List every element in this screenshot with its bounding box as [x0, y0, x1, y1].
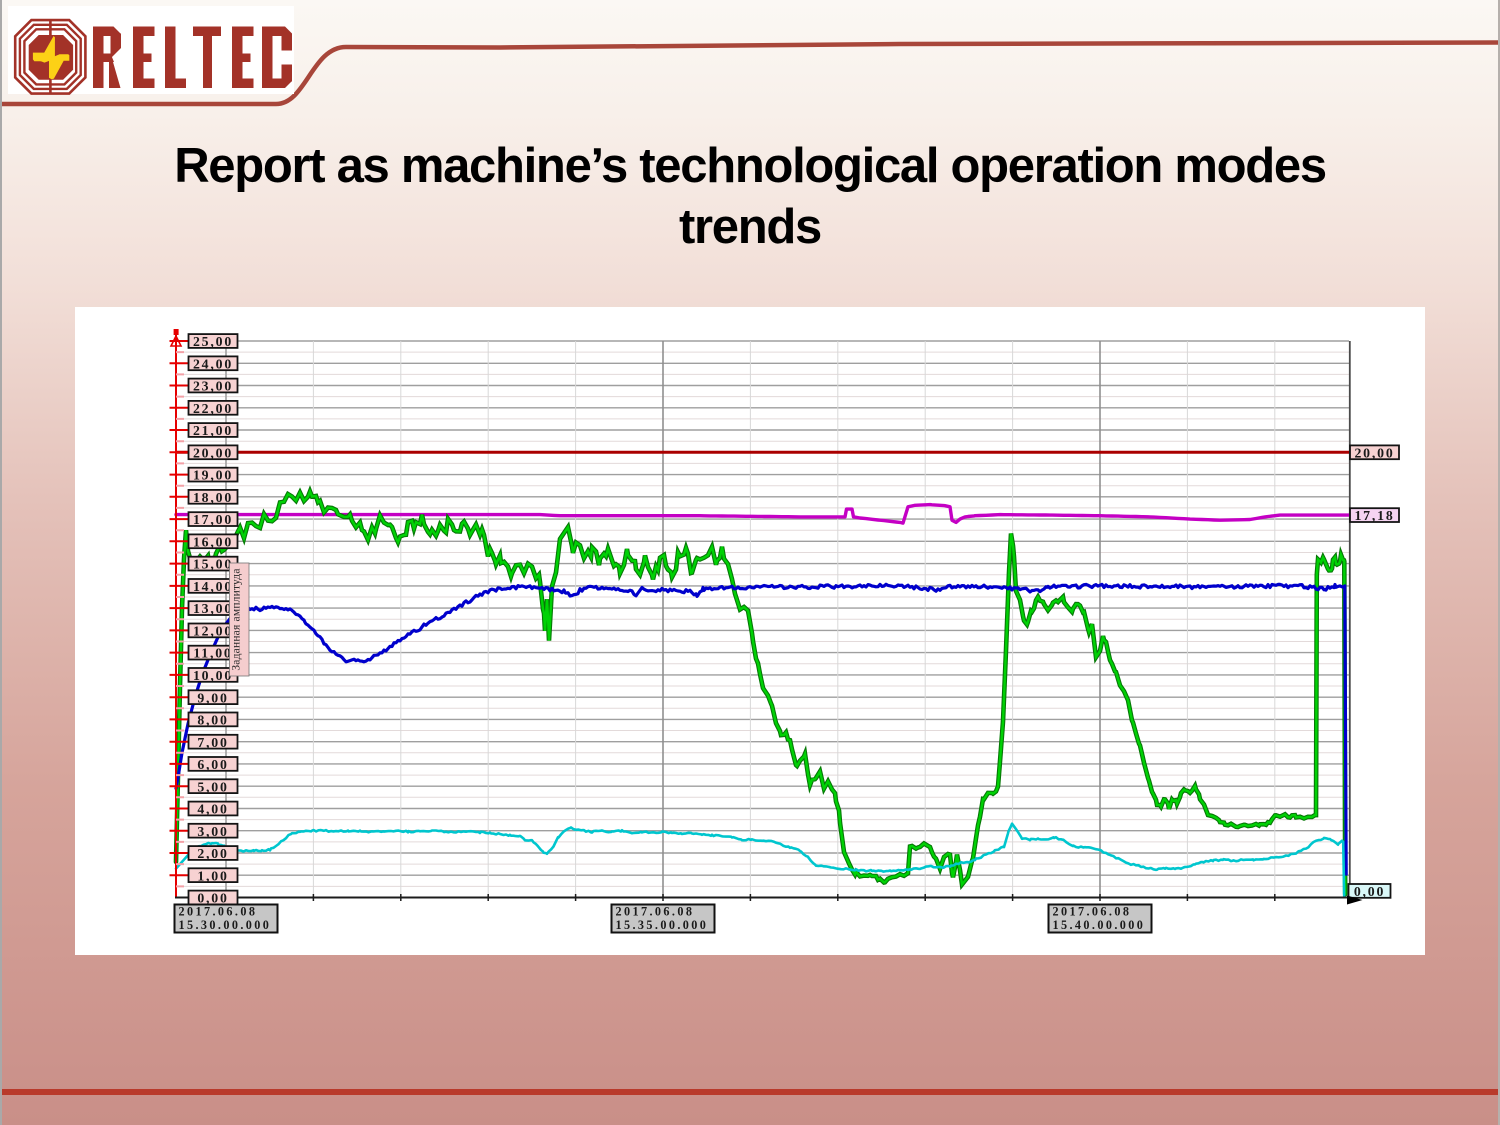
svg-text:9,00: 9,00	[197, 690, 228, 705]
svg-text:2,00: 2,00	[197, 846, 228, 861]
svg-text:2017.06.08: 2017.06.08	[1053, 905, 1132, 919]
svg-text:15.30.00.000: 15.30.00.000	[179, 918, 272, 932]
svg-text:16,00: 16,00	[193, 534, 233, 549]
svg-text:6,00: 6,00	[197, 757, 228, 772]
svg-text:0,00: 0,00	[197, 891, 228, 906]
svg-text:13,00: 13,00	[193, 601, 233, 616]
svg-text:21,00: 21,00	[193, 423, 233, 438]
svg-text:17,00: 17,00	[193, 512, 233, 527]
svg-text:2017.06.08: 2017.06.08	[616, 905, 695, 919]
svg-text:14,00: 14,00	[193, 579, 233, 594]
svg-text:15,00: 15,00	[193, 557, 233, 572]
svg-text:5,00: 5,00	[197, 779, 228, 794]
svg-text:23,00: 23,00	[193, 379, 233, 394]
svg-text:17,18: 17,18	[1354, 508, 1394, 523]
svg-text:10,00: 10,00	[193, 668, 233, 683]
svg-text:22,00: 22,00	[193, 401, 233, 416]
svg-text:1,00: 1,00	[197, 868, 228, 883]
svg-text:2017.06.08: 2017.06.08	[179, 905, 258, 919]
svg-text:15.35.00.000: 15.35.00.000	[616, 918, 709, 932]
svg-text:8,00: 8,00	[197, 713, 228, 728]
svg-text:Заданная амплитуда: Заданная амплитуда	[231, 568, 243, 670]
svg-text:20,00: 20,00	[193, 445, 233, 460]
svg-text:4,00: 4,00	[197, 802, 228, 817]
svg-text:0,00: 0,00	[1354, 884, 1385, 899]
svg-text:20,00: 20,00	[1354, 445, 1394, 460]
svg-text:24,00: 24,00	[193, 356, 233, 371]
svg-text:18,00: 18,00	[193, 490, 233, 505]
svg-text:7,00: 7,00	[197, 735, 228, 750]
svg-text:19,00: 19,00	[193, 468, 233, 483]
svg-text:25,00: 25,00	[193, 334, 233, 349]
svg-text:12,00: 12,00	[193, 624, 233, 639]
svg-text:3,00: 3,00	[197, 824, 228, 839]
svg-text:11,00: 11,00	[193, 646, 232, 661]
svg-text:15.40.00.000: 15.40.00.000	[1053, 918, 1146, 932]
